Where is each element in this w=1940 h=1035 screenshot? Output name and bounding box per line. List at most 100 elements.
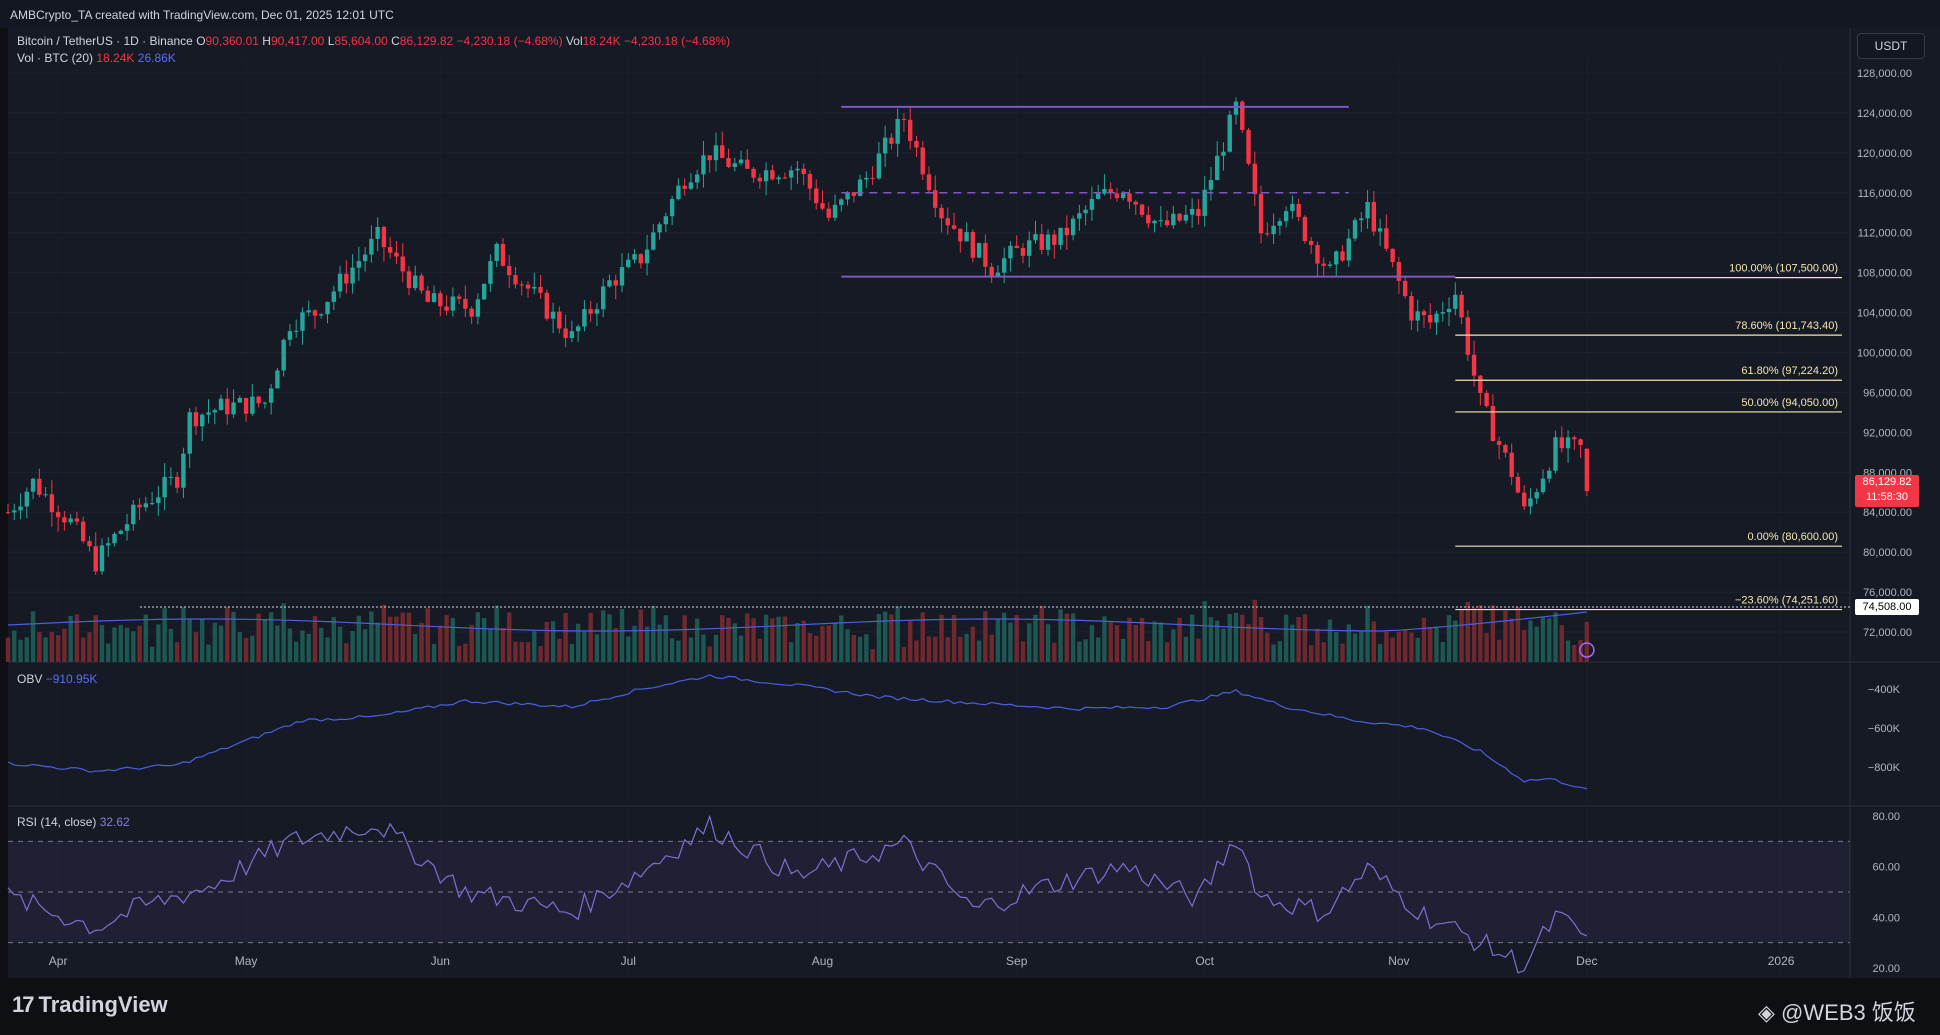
candle-body [1578,439,1583,445]
volume-bar [1064,613,1070,662]
high-value: 90,417.00 [270,34,325,48]
candle-body [1008,245,1013,259]
volume-bar [788,642,794,662]
candle-body [1033,234,1038,241]
low-value: 85,604.00 [334,34,388,48]
volume-bar [431,643,437,662]
symbol-title[interactable]: Bitcoin / TetherUS · 1D · Binance [17,34,193,48]
candle-body [751,168,756,178]
volume-bar [669,638,675,662]
candle-body [149,503,155,505]
candle-body [1077,213,1082,219]
volume-bar [857,636,863,662]
last-price: 86,129.82 [1862,475,1912,488]
candle-body [1177,213,1182,221]
volume-bar [43,637,48,662]
candle-body [1509,452,1514,477]
rsi-tick-label: 80.00 [1872,811,1900,823]
candle-body [450,296,456,311]
volume-bar [1290,624,1295,662]
volume-bar [1434,626,1439,662]
candle-body [181,453,186,488]
candle-body [143,503,149,508]
rsi-title[interactable]: RSI (14, close) [17,815,97,829]
volume-bar [1453,620,1458,662]
candle-body [1158,220,1164,222]
candle-body [876,153,882,179]
candle-body [901,118,907,120]
volume-bar [463,643,468,662]
candle-body [1102,188,1107,194]
volume-bar [995,619,1001,662]
volume-bar [1340,643,1345,662]
candle-body [845,192,850,200]
tradingview-brand[interactable]: 17 TradingView [12,992,168,1018]
volume-bar [294,641,299,662]
volume-bar [801,620,806,662]
currency-button[interactable]: USDT [1857,33,1925,59]
volume-bar [970,626,976,662]
ohlc-legend: Bitcoin / TetherUS · 1D · Binance O90,36… [17,34,730,48]
candle-body [713,145,719,161]
volume-bar [1352,633,1358,662]
candle-body [1471,354,1477,376]
volume-bar [187,619,192,662]
candle-body [626,259,631,268]
volume-bar [212,622,217,662]
candle-body [394,252,399,257]
volume-bar [206,644,211,662]
price-tick-label: 116,000.00 [1858,188,1912,200]
volume-bar [839,615,844,662]
axes: 128,000.00 124,000.00 120,000.00 116,000.00… [49,68,1912,975]
candle-body [1271,225,1276,235]
candle-body [174,476,180,488]
candle-body [983,242,988,267]
volume-bar [945,637,950,662]
volume-bar [356,615,362,662]
volume-bar [1296,617,1301,662]
volume-bar [795,622,800,662]
candle-body [588,309,593,314]
candle-body [406,271,412,289]
candle-body [1559,437,1564,449]
candle-body [839,199,844,205]
candle-body [1139,204,1145,215]
candle-body [1171,213,1176,226]
price-tick-label: 112,000.00 [1858,228,1912,240]
volume-bar [538,645,543,662]
volume-bar [319,627,324,662]
candle-body [1014,245,1019,249]
volume-bar [475,612,481,662]
rsi-legend: RSI (14, close) 32.62 [17,815,130,829]
candle-body [557,311,562,329]
candle-body [1064,227,1070,236]
volume-bar [707,646,712,662]
rsi-tick-label: 40.00 [1872,912,1900,924]
volume-bar [37,632,42,662]
candle-body [362,254,368,262]
candle-body [770,170,775,180]
candle-body [933,190,938,208]
candle-body [776,177,781,180]
time-tick-label: Nov [1388,954,1409,968]
candle-body [1528,498,1533,507]
candle-body [37,478,42,495]
obv-legend: OBV −910.95K [17,672,97,686]
volume-bar [582,631,587,662]
candle-body [193,412,199,427]
price-tick-label: 96,000.00 [1863,387,1912,399]
time-tick-label: Jul [621,954,636,968]
rsi-tick-label: 20.00 [1872,963,1900,975]
volume-bar [250,635,255,662]
candle-body [1246,129,1251,164]
candle-body [1020,248,1026,256]
obv-title[interactable]: OBV [17,672,43,686]
candle-body [1215,155,1220,181]
close-value: 86,129.82 [399,34,454,48]
volume-bar [557,638,562,662]
volume-bar [80,637,86,662]
fib-level-label: 50.00% (94,050.00) [1741,397,1838,409]
volume-indicator-title[interactable]: Vol · BTC (20) [17,51,94,65]
candle-body [1108,188,1113,194]
